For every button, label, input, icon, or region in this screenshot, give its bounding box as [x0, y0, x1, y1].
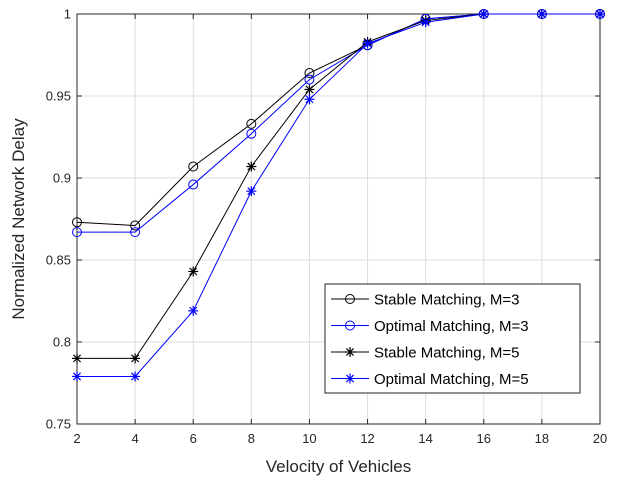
circle-marker	[188, 161, 199, 172]
x-tick-label: 10	[302, 431, 316, 446]
legend-box	[324, 283, 581, 394]
legend: Stable Matching, M=3 Optimal Matching, M=…	[324, 283, 581, 394]
star-stroke	[345, 374, 355, 383]
star-marker	[345, 347, 355, 357]
legend-label: Optimal Matching, M=5	[374, 371, 529, 388]
star-stroke	[345, 347, 355, 357]
legend-item: Stable Matching, M=5	[331, 345, 520, 362]
x-tick-label: 8	[248, 431, 255, 446]
star-marker	[246, 161, 257, 172]
circle-marker	[345, 294, 355, 304]
star-stroke	[72, 354, 82, 363]
star-stroke	[131, 372, 140, 381]
series-4	[72, 9, 605, 382]
legend-item: Optimal Matching, M=3	[331, 318, 529, 335]
star-marker	[188, 266, 199, 277]
star-marker	[304, 84, 315, 95]
star-stroke	[72, 372, 82, 381]
circle-marker	[130, 220, 141, 231]
circle-marker	[304, 68, 315, 79]
star-marker	[72, 353, 82, 364]
legend-label: Stable Matching, M=3	[374, 292, 520, 309]
star-stroke	[189, 306, 198, 315]
star-marker	[304, 94, 315, 105]
x-axis-label: Velocity of Vehicles	[266, 457, 412, 476]
legend-label: Stable Matching, M=5	[374, 345, 520, 362]
star-marker	[478, 9, 489, 19]
circle-marker	[72, 217, 82, 228]
series-line	[77, 13, 600, 377]
star-stroke	[305, 95, 314, 104]
circle-marker	[246, 118, 257, 129]
star-stroke	[479, 9, 488, 19]
circle-marker	[72, 227, 82, 238]
x-tick-label: 4	[131, 431, 138, 446]
legend-item: Optimal Matching, M=5	[331, 371, 529, 388]
x-tick-label: 18	[535, 431, 549, 446]
star-stroke	[189, 267, 198, 276]
star-stroke	[421, 18, 430, 27]
y-tick-label: 0.85	[46, 253, 71, 268]
axis-ticks: 2 4 6 8 10 12 14 16 18 20 0.75 0.8 0.85 0.9 0.95 1	[46, 7, 608, 447]
y-tick-label: 0.9	[53, 171, 71, 186]
legend-label: Optimal Matching, M=3	[374, 318, 529, 335]
star-stroke	[537, 9, 546, 19]
star-marker	[188, 305, 199, 316]
x-tick-label: 16	[477, 431, 491, 446]
x-tick-label: 2	[73, 431, 80, 446]
star-stroke	[131, 354, 140, 363]
x-tick-label: 6	[190, 431, 197, 446]
star-marker	[536, 9, 547, 19]
y-tick-label: 0.8	[53, 335, 71, 350]
star-stroke	[595, 9, 605, 19]
y-axis-label: Normalized Network Delay	[9, 118, 28, 320]
circle-marker	[345, 320, 355, 331]
star-marker	[72, 371, 82, 382]
star-stroke	[363, 39, 372, 48]
x-tick-label: 14	[418, 431, 432, 446]
x-tick-label: 20	[593, 431, 607, 446]
plot-frame	[76, 13, 601, 425]
circle-marker	[246, 128, 257, 139]
star-marker	[246, 186, 257, 197]
star-marker	[345, 373, 355, 384]
legend-item: Stable Matching, M=3	[331, 292, 520, 309]
star-stroke	[247, 162, 256, 171]
y-tick-label: 0.75	[46, 417, 71, 432]
grid	[77, 14, 600, 424]
y-tick-label: 0.95	[46, 89, 71, 104]
star-marker	[420, 17, 431, 28]
circle-marker	[188, 179, 199, 190]
circle-marker	[304, 74, 315, 85]
y-tick-label: 1	[64, 7, 71, 22]
star-marker	[130, 353, 141, 364]
x-tick-label: 12	[360, 431, 374, 446]
star-marker	[362, 38, 373, 49]
star-stroke	[247, 187, 256, 196]
circle-marker	[130, 227, 141, 238]
star-marker	[595, 9, 605, 19]
star-stroke	[305, 85, 314, 94]
star-marker	[130, 371, 141, 382]
series-group	[72, 9, 605, 382]
